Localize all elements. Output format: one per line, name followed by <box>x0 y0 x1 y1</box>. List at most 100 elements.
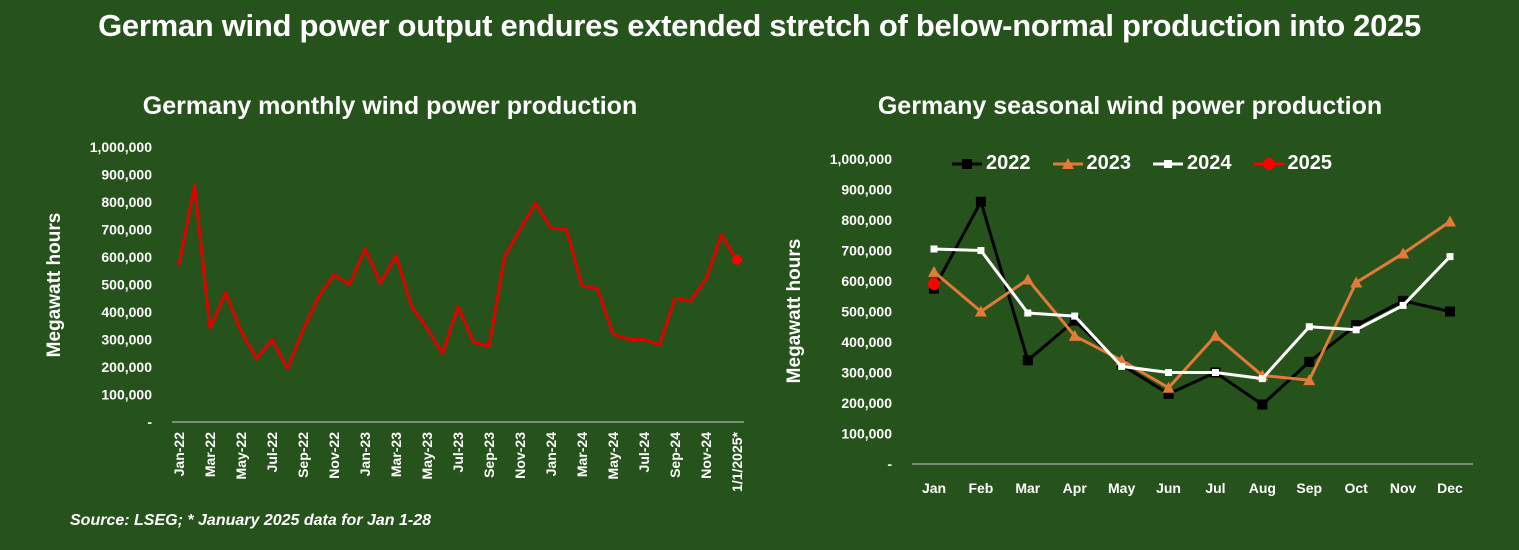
monthly-x-tick-label: Jan-22 <box>171 432 187 477</box>
monthly-x-tick-label: Mar-23 <box>388 432 404 477</box>
series-2023-point <box>1350 276 1363 288</box>
series-2024-point <box>1211 369 1219 376</box>
seasonal-x-tick-label: May <box>1108 480 1135 496</box>
seasonal-y-tick-label: 900,000 <box>841 182 892 198</box>
series-2024-point <box>1165 369 1173 376</box>
legend-item-2022: 2022 <box>950 152 1031 175</box>
series-2022-point <box>1351 320 1362 331</box>
seasonal-x-tick-label: Sep <box>1296 480 1322 496</box>
monthly-x-tick-label: Sep-24 <box>667 432 683 478</box>
seasonal-y-tick-label: - <box>887 456 892 472</box>
seasonal-y-tick-label: 200,000 <box>841 395 892 411</box>
monthly-series-line <box>177 184 739 370</box>
monthly-y-tick-label: 900,000 <box>101 167 152 183</box>
seasonal-y-tick-label: 300,000 <box>841 365 892 381</box>
legend-label-2025: 2025 <box>1287 152 1333 174</box>
monthly-last-point <box>732 254 742 265</box>
series-2022-point <box>1069 315 1080 326</box>
series-2022-line <box>932 200 1451 407</box>
series-2023-point <box>974 305 987 317</box>
monthly-x-tick-label: Jul-22 <box>264 432 280 473</box>
series-2023-point <box>1068 329 1081 341</box>
series-2022-point <box>1257 399 1268 410</box>
monthly-chart-title: Germany monthly wind power production <box>142 92 638 120</box>
seasonal-x-tick-label: Feb <box>968 480 993 496</box>
series-2023-point <box>928 265 940 277</box>
series-2022-point <box>1445 306 1455 317</box>
series-2024-point <box>930 245 938 253</box>
seasonal-x-tick-label: Mar <box>1015 480 1040 496</box>
seasonal-y-tick-label: 700,000 <box>841 243 892 259</box>
series-2024-point <box>977 247 985 254</box>
seasonal-x-tick-label: Apr <box>1063 480 1088 496</box>
series-2024-point <box>1258 375 1266 383</box>
series-2024-point <box>1024 309 1032 317</box>
monthly-y-tick-label: 500,000 <box>101 277 152 293</box>
series-2024-point <box>1352 326 1360 334</box>
series-2023-point <box>1209 329 1222 341</box>
monthly-x-tick-label: Mar-22 <box>202 432 218 477</box>
seasonal-chart-title: Germany seasonal wind power production <box>877 92 1383 120</box>
seasonal-y-tick-label: 400,000 <box>841 334 892 350</box>
legend-item-2025: 2025 <box>1252 152 1333 175</box>
series-2024-point <box>1071 312 1079 320</box>
seasonal-x-tick-label: Oct <box>1345 480 1369 496</box>
legend-item-2024: 2024 <box>1151 152 1232 175</box>
monthly-y-axis-label: Megawatt hours <box>44 213 65 358</box>
series-2024-point <box>1118 362 1126 370</box>
monthly-x-tick-label: Sep-22 <box>295 432 311 478</box>
series-2023-point <box>1021 273 1034 285</box>
seasonal-y-tick-label: 100,000 <box>841 426 892 442</box>
monthly-y-tick-label: - <box>147 414 152 430</box>
seasonal-x-tick-label: Nov <box>1390 480 1417 496</box>
monthly-y-tick-label: 1,000,000 <box>90 139 152 155</box>
seasonal-x-tick-label: Jul <box>1205 480 1225 496</box>
source-note: Source: LSEG; * January 2025 data for Ja… <box>70 512 432 529</box>
monthly-y-tick-label: 300,000 <box>101 332 152 348</box>
series-2023-point <box>1162 381 1175 393</box>
series-2023-line <box>933 220 1451 390</box>
monthly-x-tick-label: Sep-23 <box>481 432 497 478</box>
monthly-y-tick-label: 200,000 <box>101 359 152 375</box>
monthly-x-tick-label: May-23 <box>419 432 435 480</box>
legend-label-2023: 2023 <box>1086 152 1132 174</box>
monthly-x-tick-label: Nov-22 <box>326 432 342 479</box>
seasonal-x-tick-label: Dec <box>1437 480 1463 496</box>
seasonal-y-tick-label: 600,000 <box>841 273 892 289</box>
monthly-y-tick-label: 600,000 <box>101 249 152 265</box>
monthly-x-tick-label: 1/1/2025* <box>729 431 745 491</box>
seasonal-x-tick-label: Jun <box>1156 480 1181 496</box>
seasonal-x-tick-label: Jan <box>922 480 946 496</box>
series-2024-point <box>1446 253 1454 261</box>
series-2024-point <box>1399 301 1407 309</box>
monthly-y-tick-label: 100,000 <box>101 387 152 403</box>
monthly-x-tick-label: Nov-23 <box>512 432 528 479</box>
seasonal-y-tick-label: 800,000 <box>841 212 892 228</box>
series-2025-point <box>928 278 940 291</box>
series-2023-point <box>1397 247 1410 259</box>
monthly-y-tick-label: 400,000 <box>101 304 152 320</box>
seasonal-y-axis-label: Megawatt hours <box>784 239 805 384</box>
seasonal-y-tick-label: 1,000,000 <box>830 151 892 167</box>
monthly-x-tick-label: Jul-23 <box>450 432 466 473</box>
seasonal-legend: 2022 2023 2024 2025 <box>950 152 1332 175</box>
monthly-x-tick-label: Jul-24 <box>636 432 652 473</box>
series-2022-point <box>1398 295 1409 306</box>
seasonal-y-tick-label: 500,000 <box>841 304 892 320</box>
main-title: German wind power output endures extende… <box>98 8 1421 43</box>
series-2022-point <box>1163 388 1174 399</box>
monthly-x-tick-label: Jan-23 <box>357 432 373 477</box>
series-2023-point <box>1303 374 1316 386</box>
series-2022-point <box>1022 355 1033 366</box>
seasonal-x-tick-label: Aug <box>1249 480 1276 496</box>
series-2023-point <box>1444 215 1456 227</box>
series-2022-point <box>1304 356 1315 367</box>
legend-label-2022: 2022 <box>986 152 1031 174</box>
monthly-x-tick-label: Mar-24 <box>574 432 590 477</box>
legend-label-2024: 2024 <box>1187 152 1232 174</box>
monthly-x-tick-label: Jan-24 <box>543 432 559 477</box>
series-2024-line <box>933 247 1452 381</box>
series-2024-point <box>1305 323 1313 331</box>
